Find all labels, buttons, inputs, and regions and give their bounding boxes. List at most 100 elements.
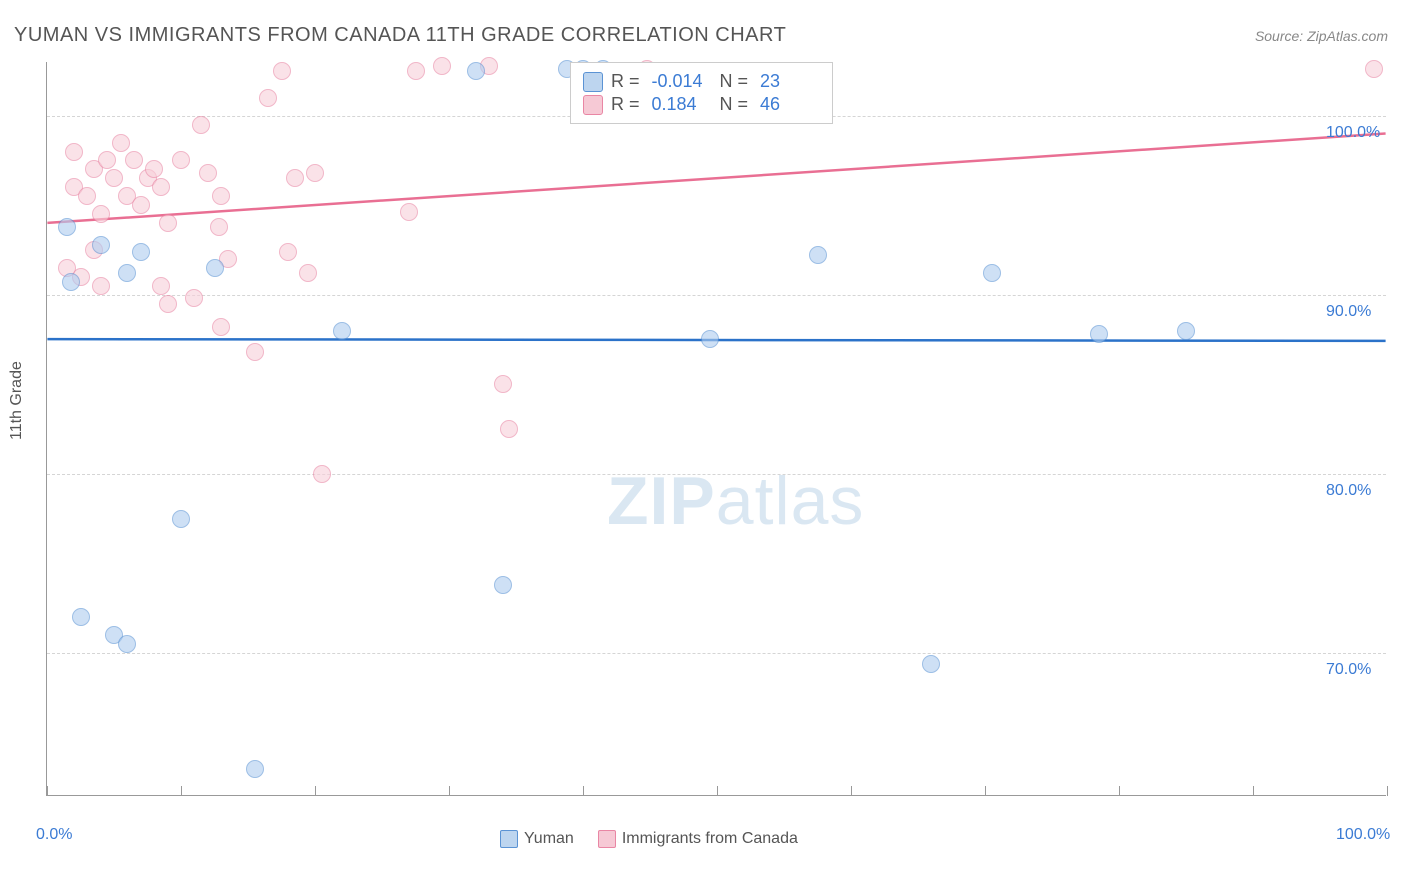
scatter-point-yuman bbox=[701, 330, 719, 348]
scatter-point-yuman bbox=[172, 510, 190, 528]
scatter-point-yuman bbox=[58, 218, 76, 236]
correlation-legend-row: R = -0.014 N = 23 bbox=[583, 71, 820, 92]
scatter-point-canada bbox=[185, 289, 203, 307]
scatter-point-canada bbox=[159, 214, 177, 232]
legend-swatch-pink bbox=[598, 830, 616, 848]
gridline-horizontal bbox=[47, 474, 1386, 475]
scatter-point-canada bbox=[299, 264, 317, 282]
scatter-point-canada bbox=[313, 465, 331, 483]
correlation-legend-row: R = 0.184 N = 46 bbox=[583, 94, 820, 115]
trend-lines bbox=[47, 62, 1386, 795]
scatter-point-canada bbox=[500, 420, 518, 438]
scatter-point-canada bbox=[246, 343, 264, 361]
x-tick-mark bbox=[1253, 786, 1254, 796]
source-attribution: Source: ZipAtlas.com bbox=[1255, 28, 1388, 44]
chart-plot-area: ZIPatlas bbox=[46, 62, 1386, 796]
scatter-point-canada bbox=[259, 89, 277, 107]
scatter-point-yuman bbox=[922, 655, 940, 673]
scatter-point-yuman bbox=[92, 236, 110, 254]
scatter-point-canada bbox=[212, 187, 230, 205]
scatter-point-canada bbox=[433, 57, 451, 75]
scatter-point-canada bbox=[65, 143, 83, 161]
legend-r-label: R = bbox=[611, 94, 640, 115]
scatter-point-yuman bbox=[72, 608, 90, 626]
y-axis-label: 11th Grade bbox=[8, 361, 26, 440]
x-tick-mark bbox=[315, 786, 316, 796]
scatter-point-canada bbox=[306, 164, 324, 182]
series-legend-label: Yuman bbox=[524, 830, 574, 847]
scatter-point-canada bbox=[273, 62, 291, 80]
scatter-point-yuman bbox=[494, 576, 512, 594]
y-tick-label: 80.0% bbox=[1326, 482, 1371, 500]
x-tick-mark bbox=[181, 786, 182, 796]
legend-n-value: 23 bbox=[760, 71, 820, 92]
scatter-point-yuman bbox=[1090, 325, 1108, 343]
x-tick-label: 0.0% bbox=[36, 826, 72, 844]
scatter-point-canada bbox=[112, 134, 130, 152]
scatter-point-canada bbox=[98, 151, 116, 169]
series-legend-item: Immigrants from Canada bbox=[598, 830, 798, 848]
x-tick-mark bbox=[583, 786, 584, 796]
legend-r-value: -0.014 bbox=[652, 71, 712, 92]
series-legend-item: Yuman bbox=[500, 830, 574, 848]
legend-swatch-blue bbox=[500, 830, 518, 848]
scatter-point-canada bbox=[92, 205, 110, 223]
x-tick-label: 100.0% bbox=[1336, 826, 1390, 844]
legend-swatch-blue bbox=[583, 72, 603, 92]
x-tick-mark bbox=[47, 786, 48, 796]
scatter-point-canada bbox=[279, 243, 297, 261]
x-tick-mark bbox=[717, 786, 718, 796]
scatter-point-yuman bbox=[118, 635, 136, 653]
gridline-horizontal bbox=[47, 653, 1386, 654]
scatter-point-canada bbox=[212, 318, 230, 336]
scatter-point-canada bbox=[199, 164, 217, 182]
scatter-point-canada bbox=[125, 151, 143, 169]
x-tick-mark bbox=[985, 786, 986, 796]
gridline-horizontal bbox=[47, 295, 1386, 296]
scatter-point-canada bbox=[145, 160, 163, 178]
y-tick-label: 90.0% bbox=[1326, 303, 1371, 321]
scatter-point-yuman bbox=[809, 246, 827, 264]
scatter-point-canada bbox=[152, 277, 170, 295]
scatter-point-canada bbox=[286, 169, 304, 187]
scatter-point-yuman bbox=[62, 273, 80, 291]
chart-title: YUMAN VS IMMIGRANTS FROM CANADA 11TH GRA… bbox=[14, 24, 786, 47]
scatter-point-canada bbox=[494, 375, 512, 393]
trend-line-canada bbox=[47, 134, 1385, 223]
scatter-point-canada bbox=[192, 116, 210, 134]
correlation-legend: R = -0.014 N = 23 R = 0.184 N = 46 bbox=[570, 62, 833, 124]
scatter-point-canada bbox=[92, 277, 110, 295]
legend-r-label: R = bbox=[611, 71, 640, 92]
scatter-point-canada bbox=[132, 196, 150, 214]
y-tick-label: 100.0% bbox=[1326, 124, 1380, 142]
legend-swatch-pink bbox=[583, 95, 603, 115]
scatter-point-yuman bbox=[206, 259, 224, 277]
legend-n-label: N = bbox=[720, 94, 749, 115]
scatter-point-yuman bbox=[333, 322, 351, 340]
legend-n-label: N = bbox=[720, 71, 749, 92]
scatter-point-canada bbox=[159, 295, 177, 313]
scatter-point-canada bbox=[172, 151, 190, 169]
series-legend-label: Immigrants from Canada bbox=[622, 830, 798, 847]
series-legend: Yuman Immigrants from Canada bbox=[500, 830, 798, 848]
scatter-point-canada bbox=[1365, 60, 1383, 78]
scatter-point-canada bbox=[210, 218, 228, 236]
scatter-point-canada bbox=[78, 187, 96, 205]
x-tick-mark bbox=[1119, 786, 1120, 796]
scatter-point-canada bbox=[407, 62, 425, 80]
x-tick-mark bbox=[851, 786, 852, 796]
scatter-point-yuman bbox=[118, 264, 136, 282]
scatter-point-canada bbox=[400, 203, 418, 221]
scatter-point-yuman bbox=[246, 760, 264, 778]
scatter-point-canada bbox=[152, 178, 170, 196]
x-tick-mark bbox=[1387, 786, 1388, 796]
scatter-point-canada bbox=[105, 169, 123, 187]
scatter-point-yuman bbox=[467, 62, 485, 80]
legend-r-value: 0.184 bbox=[652, 94, 712, 115]
scatter-point-yuman bbox=[132, 243, 150, 261]
scatter-point-yuman bbox=[1177, 322, 1195, 340]
legend-n-value: 46 bbox=[760, 94, 820, 115]
scatter-point-yuman bbox=[983, 264, 1001, 282]
y-tick-label: 70.0% bbox=[1326, 661, 1371, 679]
x-tick-mark bbox=[449, 786, 450, 796]
